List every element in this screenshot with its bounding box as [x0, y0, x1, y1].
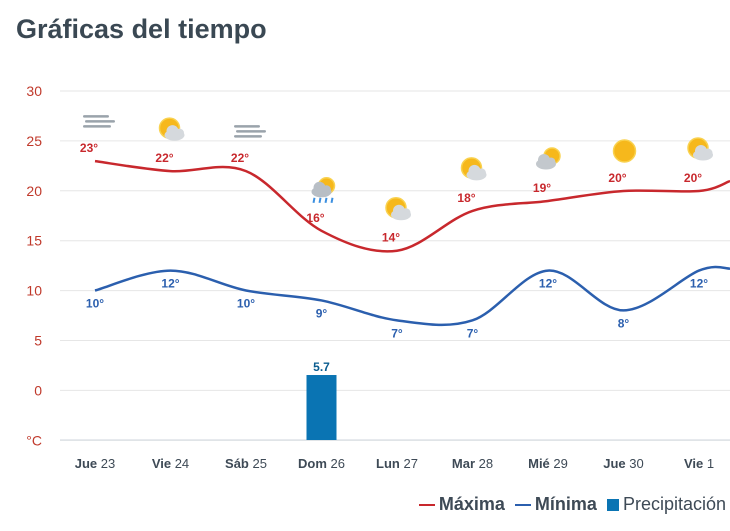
min-label: 10° [237, 297, 255, 311]
max-label: 19° [533, 181, 551, 195]
min-label: 12° [161, 277, 179, 291]
max-label: 16° [306, 211, 324, 225]
precip-label: 5.7 [313, 360, 330, 374]
y-tick-label: 20 [26, 183, 42, 199]
cloud-shape [477, 168, 486, 178]
fog-bar [83, 125, 111, 128]
sun-cloud-icon [385, 196, 411, 221]
max-label: 20° [608, 171, 626, 185]
max-label: 23° [80, 141, 98, 155]
x-tick-day: 30 [629, 456, 643, 471]
x-tick-dow: Mar [452, 456, 479, 471]
cloud-sun-icon [536, 147, 561, 170]
min-label: 7° [467, 326, 479, 340]
raindrop [318, 197, 322, 203]
sun-icon [612, 139, 637, 163]
legend: Máxima Mínima Precipitación [418, 494, 726, 515]
x-tick-label: Mar 28 [452, 456, 493, 471]
max-label: 22° [231, 151, 249, 165]
x-tick-label: Sáb 25 [225, 456, 267, 471]
min-label: 7° [391, 326, 403, 340]
x-tick-day: 26 [331, 456, 345, 471]
x-tick-dow: Vie [152, 456, 175, 471]
precip-bar [306, 375, 337, 440]
legend-min[interactable]: Mínima [514, 494, 597, 515]
x-tick-label: Mié 29 [528, 456, 568, 471]
x-tick-label: Vie 1 [684, 456, 714, 471]
fog-icon [83, 115, 115, 128]
x-tick-label: Lun 27 [376, 456, 418, 471]
x-tick-dow: Sáb [225, 456, 252, 471]
x-tick-dow: Lun [376, 456, 403, 471]
cloud-shape [175, 128, 184, 138]
cloud-shape [401, 208, 411, 218]
sun-cloud-icon [158, 117, 185, 141]
raindrop [330, 197, 334, 203]
fog-icon [234, 125, 266, 138]
page-title: Gráficas del tiempo [16, 14, 267, 44]
x-tick-label: Vie 24 [152, 456, 189, 471]
y-tick-label: 10 [26, 283, 42, 299]
cloud-shape [703, 148, 713, 158]
legend-max[interactable]: Máxima [418, 494, 505, 515]
cloud-shape [322, 185, 331, 195]
x-tick-dow: Jue [75, 456, 101, 471]
max-label: 14° [382, 231, 400, 245]
y-tick-label: 25 [26, 133, 42, 149]
raindrop [324, 197, 328, 203]
min-label: 12° [690, 277, 708, 291]
raindrop [312, 197, 316, 203]
y-tick-label: 5 [34, 333, 42, 349]
legend-max-swatch [418, 503, 435, 506]
legend-max-label: Máxima [438, 494, 505, 514]
min-label: 9° [316, 306, 328, 320]
sun-cloud-icon [687, 137, 713, 161]
legend-min-swatch [514, 503, 531, 506]
fog-bar [234, 125, 260, 128]
x-tick-day: 25 [253, 456, 267, 471]
weather-chart: 30 25 20 15 10 5 0 °C Jue 23 Vie 24 Sáb 25 Dom 26 Lu… [26, 83, 730, 471]
y-tick-label: 15 [26, 233, 42, 249]
x-tick-dow: Jue [603, 456, 629, 471]
x-tick-day: 1 [707, 456, 714, 471]
min-label: 10° [86, 297, 104, 311]
sun-cloud-icon [460, 157, 487, 181]
sun-shape [612, 139, 637, 163]
cloud-shape [546, 157, 556, 167]
min-label: 8° [618, 316, 630, 330]
y-tick-label: °C [26, 432, 42, 448]
min-label: 12° [539, 277, 557, 291]
x-tick-day: 24 [175, 456, 189, 471]
fog-bar [234, 135, 262, 138]
x-tick-day: 29 [553, 456, 567, 471]
max-label: 22° [155, 151, 173, 165]
legend-precip-swatch [606, 498, 619, 511]
x-tick-day: 27 [403, 456, 417, 471]
rain-icon [311, 177, 336, 203]
legend-min-label: Mínima [534, 494, 597, 514]
x-tick-dow: Mié [528, 456, 553, 471]
x-tick-day: 23 [101, 456, 115, 471]
y-tick-label: 30 [26, 83, 42, 99]
x-tick-label: Jue 30 [603, 456, 643, 471]
max-label: 20° [684, 171, 702, 185]
fog-bar [85, 120, 115, 123]
x-tick-label: Jue 23 [75, 456, 115, 471]
y-tick-label: 0 [34, 382, 42, 398]
x-tick-label: Dom 26 [298, 456, 345, 471]
legend-precip-label: Precipitación [622, 494, 726, 514]
x-tick-dow: Dom [298, 456, 331, 471]
legend-precip[interactable]: Precipitación [606, 494, 726, 515]
min-line [94, 265, 730, 327]
fog-bar [236, 130, 266, 133]
max-label: 18° [457, 191, 475, 205]
fog-bar [83, 115, 109, 118]
x-tick-day: 28 [479, 456, 493, 471]
max-line [94, 159, 730, 253]
x-tick-dow: Vie [684, 456, 707, 471]
